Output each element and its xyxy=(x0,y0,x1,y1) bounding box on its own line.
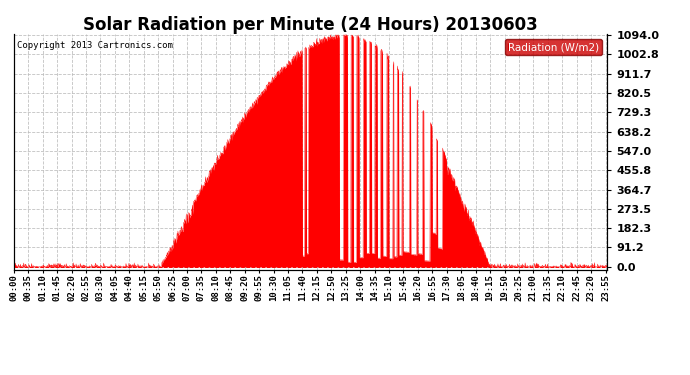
Title: Solar Radiation per Minute (24 Hours) 20130603: Solar Radiation per Minute (24 Hours) 20… xyxy=(83,16,538,34)
Text: Copyright 2013 Cartronics.com: Copyright 2013 Cartronics.com xyxy=(17,41,172,50)
Legend: Radiation (W/m2): Radiation (W/m2) xyxy=(504,39,602,55)
